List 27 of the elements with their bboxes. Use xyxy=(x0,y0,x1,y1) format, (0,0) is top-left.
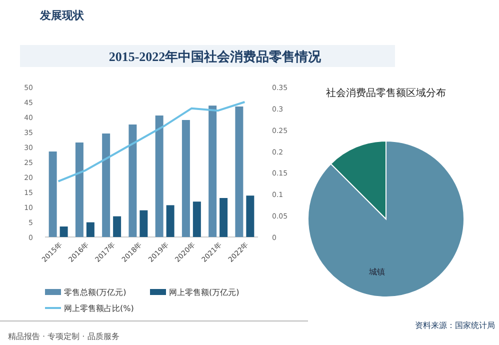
line-series xyxy=(57,101,246,182)
bar xyxy=(102,134,110,237)
bar xyxy=(246,196,254,237)
bar xyxy=(220,198,228,237)
bar xyxy=(155,116,164,237)
pie-slice xyxy=(308,140,464,298)
bar xyxy=(113,216,122,237)
legend-label: 网上零售额(万亿元) xyxy=(169,288,240,297)
bar xyxy=(60,226,68,237)
text: 发展现状 xyxy=(39,9,85,22)
bar xyxy=(166,205,174,237)
legend-label: 网上零售额占比(%) xyxy=(64,304,134,313)
bar xyxy=(192,202,201,237)
bar xyxy=(235,106,244,237)
slice-label: 城镇 xyxy=(368,267,386,276)
bar xyxy=(140,210,148,237)
text: 资料来源：国家统计局 xyxy=(415,321,495,330)
text: 精品报告 · 专项定制 · 品质服务 xyxy=(8,332,120,341)
legend-label: 零售总额(万亿元) xyxy=(64,288,126,297)
bar xyxy=(208,106,217,237)
chart-title: 社会消费品零售额区域分布 xyxy=(326,87,446,99)
bar xyxy=(48,152,57,237)
bar xyxy=(182,120,190,237)
bar xyxy=(128,124,137,237)
chart-title: 2015-2022年中国社会消费品零售情况 xyxy=(108,49,322,64)
bar xyxy=(75,142,84,237)
bar xyxy=(86,222,94,237)
